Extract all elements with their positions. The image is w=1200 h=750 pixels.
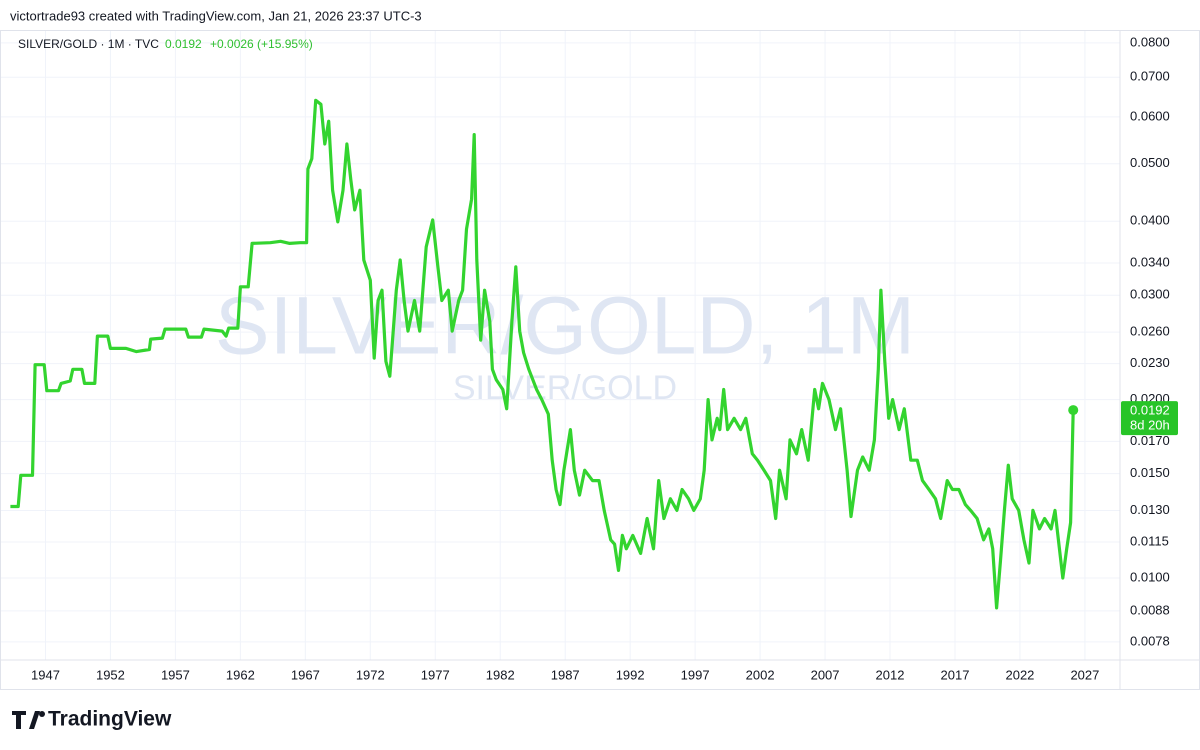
x-tick-label: 1987	[551, 667, 580, 682]
last-point	[1068, 405, 1079, 416]
y-tick-label: 0.0230	[1130, 355, 1170, 370]
y-tick-label: 0.0800	[1130, 34, 1170, 49]
x-tick-label: 1997	[681, 667, 710, 682]
symbol: SILVER/GOLD · 1M · TVC	[18, 37, 159, 51]
x-tick-label: 1982	[486, 667, 515, 682]
watermark: SILVER/GOLD, 1M	[215, 281, 915, 372]
watermark-sub: SILVER/GOLD	[453, 369, 677, 407]
y-tick-label: 0.0600	[1130, 108, 1170, 123]
x-tick-label: 1977	[421, 667, 450, 682]
y-tick-label: 0.0078	[1130, 633, 1170, 648]
logo-mark	[12, 711, 40, 729]
series-layer	[10, 98, 1079, 610]
x-tick-label: 2022	[1005, 667, 1034, 682]
y-tick-label: 0.0088	[1130, 602, 1170, 617]
x-tick-label: 1952	[96, 667, 125, 682]
y-tick-label: 0.0500	[1130, 155, 1170, 170]
x-tick-label: 1972	[356, 667, 385, 682]
y-tick-label: 0.0170	[1130, 433, 1170, 448]
y-tick-label: 0.0260	[1130, 324, 1170, 339]
x-tick-label: 2002	[746, 667, 775, 682]
x-tick-label: 2012	[876, 667, 905, 682]
x-tick-label: 1957	[161, 667, 190, 682]
attribution: victortrade93 created with TradingView.c…	[10, 8, 422, 23]
last-value: 0.0192	[165, 37, 202, 51]
change: +0.0026 (+15.95%)	[210, 37, 313, 51]
y-tick-label: 0.0700	[1130, 69, 1170, 84]
y-tick-label: 0.0340	[1130, 254, 1170, 269]
x-tick-label: 1992	[616, 667, 645, 682]
y-tick-label: 0.0300	[1130, 287, 1170, 302]
x-tick-label: 1967	[291, 667, 320, 682]
logo-text: TradingView	[48, 708, 172, 731]
logo-dot	[39, 711, 45, 717]
x-tick-label: 2017	[941, 667, 970, 682]
price-countdown: 8d 20h	[1130, 418, 1170, 433]
series-line	[10, 98, 1075, 610]
x-tick-label: 1962	[226, 667, 255, 682]
x-tick-label: 2027	[1070, 667, 1099, 682]
y-tick-label: 0.0115	[1130, 533, 1169, 548]
price-label: 0.0192	[1130, 403, 1170, 418]
y-tick-label: 0.0400	[1130, 213, 1170, 228]
y-tick-label: 0.0130	[1130, 502, 1170, 517]
y-tick-label: 0.0150	[1130, 465, 1170, 480]
x-tick-label: 2007	[811, 667, 840, 682]
x-tick-label: 1947	[31, 667, 60, 682]
y-tick-label: 0.0100	[1130, 569, 1170, 584]
price-label-box	[1121, 401, 1178, 436]
